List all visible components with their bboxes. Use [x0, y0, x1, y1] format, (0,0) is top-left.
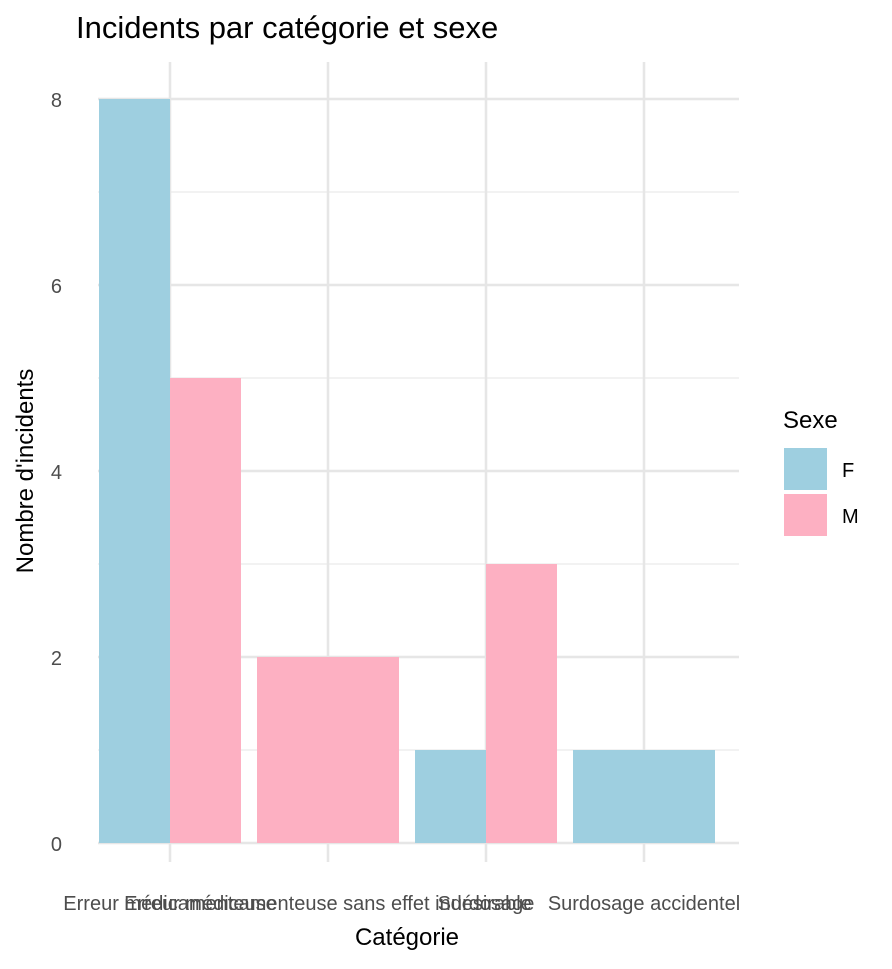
legend-swatch [784, 448, 827, 490]
bar [257, 657, 399, 843]
x-tick-label: Erreur médicamenteuse [63, 893, 276, 915]
chart-title: Incidents par catégorie et sexe [76, 10, 498, 45]
legend: Sexe FM [783, 407, 859, 536]
bar [486, 564, 557, 843]
x-axis-title: Catégorie [355, 924, 459, 951]
x-tick-label: Surdosage [438, 893, 535, 915]
y-tick-label: 2 [51, 648, 62, 670]
legend-items: FM [784, 448, 859, 536]
y-tick-label: 6 [51, 276, 62, 298]
bar [99, 99, 170, 843]
legend-title: Sexe [783, 407, 838, 434]
x-tick-label: Erreur médicamenteuse sans effet indésir… [124, 893, 532, 915]
y-tick-label: 0 [51, 834, 62, 856]
y-axis-ticks: 0 2 4 6 8 [51, 90, 62, 856]
y-axis-title: Nombre d'incidents [12, 369, 39, 574]
bar [415, 750, 486, 843]
bar [573, 750, 715, 843]
x-tick-label: Surdosage accidentel [548, 893, 740, 915]
legend-label: M [842, 506, 859, 528]
bars [99, 99, 715, 843]
bar [170, 378, 241, 843]
legend-swatch [784, 494, 827, 536]
y-tick-label: 8 [51, 90, 62, 112]
legend-label: F [842, 460, 854, 482]
y-tick-label: 4 [51, 462, 62, 484]
